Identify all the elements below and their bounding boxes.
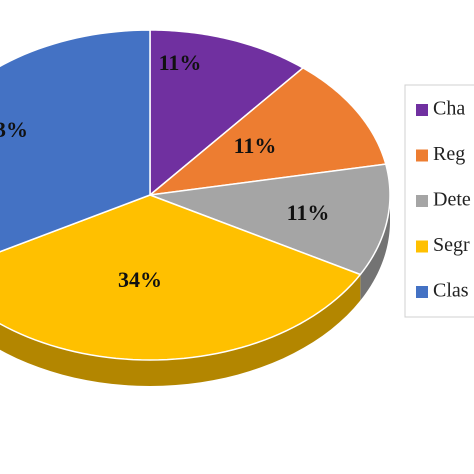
legend-label: Reg xyxy=(433,143,465,165)
data-label: 11% xyxy=(287,200,330,225)
legend-label: Dete xyxy=(433,189,471,211)
slice xyxy=(0,194,362,361)
data-label: 11% xyxy=(234,133,277,158)
legend-swatch xyxy=(416,286,428,298)
legend-swatch xyxy=(416,195,428,207)
data-label: 11% xyxy=(159,50,202,75)
slice xyxy=(149,163,391,276)
slice-side xyxy=(360,195,390,301)
data-label: 33% xyxy=(0,117,28,142)
legend-label: Clas xyxy=(433,280,469,302)
slice-side xyxy=(0,274,361,386)
legend-label: Segr xyxy=(433,234,470,256)
data-label: 34% xyxy=(118,267,162,292)
legend-label: Cha xyxy=(433,98,465,120)
slice xyxy=(149,29,305,197)
slice xyxy=(147,66,387,197)
slice xyxy=(0,29,151,253)
legend-swatch xyxy=(416,104,428,116)
legend-swatch xyxy=(416,240,428,253)
legend-swatch xyxy=(416,149,428,162)
